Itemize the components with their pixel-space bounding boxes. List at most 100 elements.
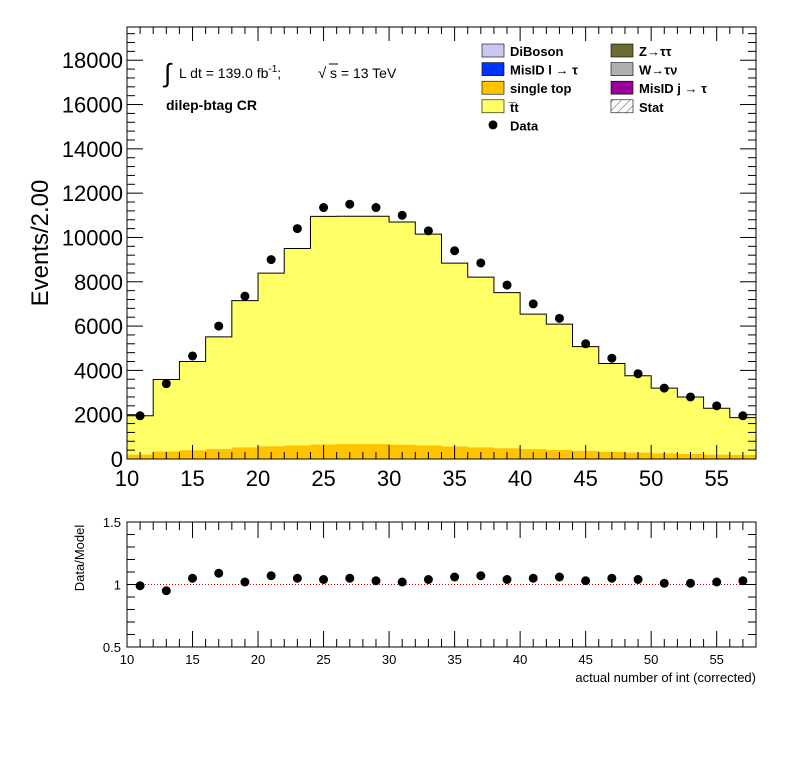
ratio-point-15	[528, 573, 538, 583]
main-y-tick-label-3: 6000	[74, 314, 123, 339]
legend: DiBoson Z→ττ MisID l → τ W→τν single top MisI…	[481, 43, 707, 133]
main-y-tick-label-9: 18000	[62, 48, 123, 73]
data-point-17	[581, 339, 591, 349]
bar-1-18	[598, 363, 626, 452]
ratio-point-2	[188, 573, 198, 583]
main-x-tick-label-1: 15	[180, 466, 204, 491]
ratio-point-21	[685, 578, 695, 588]
ratio-point-12	[450, 572, 460, 582]
bar-1-11	[415, 234, 442, 446]
ratio-x-tick-label-2: 20	[251, 652, 265, 667]
legend-swatch-2	[481, 62, 505, 76]
data-point-3	[214, 321, 224, 331]
ratio-point-8	[345, 573, 355, 583]
main-y-tick-label-5: 10000	[62, 225, 123, 250]
ratio-point-10	[397, 577, 407, 587]
ratio-point-16	[554, 572, 564, 582]
legend-swatch-1	[610, 43, 634, 58]
main-x-tick-label-2: 20	[246, 466, 270, 491]
data-points	[135, 199, 748, 421]
bar-1-0	[127, 415, 154, 455]
data-point-15	[528, 299, 538, 309]
ratio-x-tick-label-0: 10	[120, 652, 134, 667]
ratio-point-19	[633, 575, 643, 584]
legend-label-2: MisID l → τ	[510, 63, 578, 78]
data-point-14	[502, 280, 512, 290]
main-x-tick-label-5: 35	[442, 466, 466, 491]
data-point-6	[292, 224, 302, 234]
main-y-axis-label: Events/2.00	[27, 180, 54, 307]
ratio-point-23	[738, 576, 748, 586]
ratio-y-axis-ticks: 0.5 1 1.5	[103, 515, 756, 655]
bar-1-5	[258, 273, 285, 447]
bar-1-3	[205, 336, 233, 449]
main-y-tick-label-7: 14000	[62, 137, 123, 162]
main-x-tick-label-6: 40	[508, 466, 532, 491]
data-point-16	[554, 313, 564, 323]
bar-1-10	[389, 221, 416, 445]
legend-swatch-3	[610, 62, 634, 76]
data-point-20	[659, 383, 669, 393]
data-point-0	[135, 411, 145, 421]
ratio-x-tick-label-6: 40	[513, 652, 527, 667]
legend-label-3: W→τν	[639, 63, 677, 78]
ratio-y-axis-label: Data/Model	[72, 525, 87, 592]
ratio-point-3	[214, 568, 224, 578]
bar-1-8	[336, 216, 364, 444]
legend-label-5: MisID j → τ	[639, 81, 707, 96]
main-x-axis-ticks: 10 15 20 25 30 35 40 45 50 55	[115, 27, 757, 491]
data-point-7	[319, 203, 329, 213]
ratio-x-tick-label-3: 25	[316, 652, 330, 667]
main-plot-panel: 0 2000 4000 6000 8000 10000 12000 14000 16000 180…	[27, 26, 757, 491]
main-x-tick-label-3: 25	[311, 466, 335, 491]
ratio-x-tick-label-4: 30	[382, 652, 396, 667]
bar-1-14	[493, 292, 521, 449]
data-point-4	[240, 291, 250, 301]
data-point-5	[266, 255, 276, 265]
ratio-plot-panel: 0.511.5 10 15 20 25 30 35 40 45 50 55 Data/Model …	[72, 515, 757, 685]
ratio-point-20	[659, 578, 669, 588]
main-y-tick-label-1: 2000	[74, 403, 123, 428]
data-point-12	[450, 246, 460, 256]
main-x-tick-label-4: 30	[377, 466, 401, 491]
main-x-tick-label-7: 45	[573, 466, 597, 491]
legend-label-4: single top	[510, 81, 571, 96]
legend-swatch-6	[481, 99, 505, 114]
bar-0-10	[389, 444, 416, 459]
bar-1-12	[441, 263, 469, 447]
main-x-tick-label-9: 55	[704, 466, 728, 491]
integral-sign: ∫	[162, 58, 173, 88]
data-point-13	[476, 258, 486, 268]
legend-swatch-8	[488, 120, 498, 130]
ratio-points	[135, 568, 748, 596]
ratio-point-22	[712, 577, 722, 587]
luminosity-label: L dt = 139.0 fb-1;	[179, 64, 281, 81]
data-point-10	[397, 210, 407, 220]
ratio-point-18	[607, 573, 617, 583]
ratio-point-17	[581, 576, 591, 586]
ratio-x-axis-ticks: 10 15 20 25 30 35 40 45 50 55	[120, 522, 757, 667]
ratio-x-tick-label-1: 15	[185, 652, 199, 667]
bar-1-4	[231, 300, 259, 448]
bar-1-21	[677, 396, 704, 454]
data-point-8	[345, 199, 355, 209]
data-point-11	[423, 226, 433, 236]
ratio-point-7	[319, 575, 329, 584]
data-point-9	[371, 203, 381, 213]
ratio-x-tick-label-5: 35	[447, 652, 461, 667]
main-y-tick-label-4: 8000	[74, 270, 123, 295]
ratio-x-tick-label-7: 45	[578, 652, 592, 667]
main-x-tick-label-8: 50	[639, 466, 663, 491]
bar-1-13	[467, 277, 495, 448]
bar-0-8	[336, 443, 364, 459]
ratio-y-tick-label-1: 1	[114, 578, 121, 593]
main-y-tick-label-8: 16000	[62, 93, 123, 118]
bar-1-15	[520, 314, 547, 450]
ratio-y-tick-label-0: 0.5	[103, 640, 121, 655]
stack-outline	[126, 215, 757, 459]
data-point-22	[712, 401, 722, 411]
annotation: ∫ L dt = 139.0 fb-1; √ s = 13 TeV dilep-…	[162, 58, 397, 113]
main-x-tick-label-0: 10	[115, 466, 139, 491]
sqrt-sign: √	[318, 65, 327, 82]
